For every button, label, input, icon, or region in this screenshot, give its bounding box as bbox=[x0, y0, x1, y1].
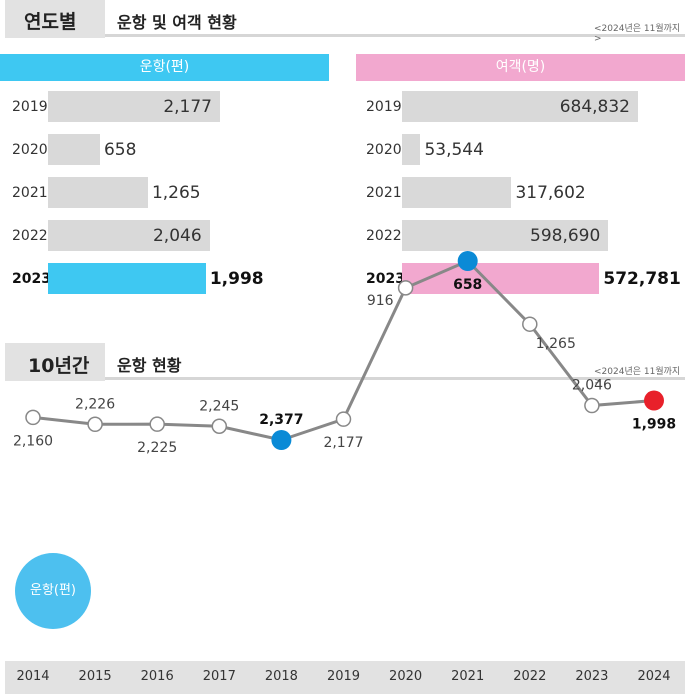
x-axis-tick-label: 2018 bbox=[264, 669, 298, 684]
bar-value-label: 598,690 bbox=[530, 226, 601, 246]
x-axis-tick-label: 2019 bbox=[326, 669, 361, 684]
bar bbox=[402, 91, 638, 122]
bar-year-label: 2021 bbox=[12, 185, 48, 201]
bar-value-label: 53,544 bbox=[424, 140, 484, 160]
line-point bbox=[25, 409, 41, 426]
bar bbox=[48, 220, 210, 251]
bar-value-label: 1,998 bbox=[209, 269, 264, 289]
line-point-label: 2,046 bbox=[572, 378, 612, 394]
passengers-panel-header: 여객(명) bbox=[356, 54, 685, 81]
bar bbox=[402, 177, 512, 208]
section2-subtitle: 운항 현황 bbox=[117, 356, 182, 375]
line-point bbox=[149, 416, 165, 432]
line-point bbox=[211, 418, 228, 435]
bar bbox=[48, 177, 148, 208]
x-axis-tick-label: 2014 bbox=[16, 669, 50, 684]
bar-year-label: 2020 bbox=[12, 142, 48, 158]
x-axis-tick-label: 2021 bbox=[451, 669, 485, 684]
section1-header-line bbox=[105, 34, 685, 37]
line-point-label: 2,177 bbox=[323, 435, 363, 451]
line-point-label: 2,377 bbox=[259, 412, 303, 428]
line-point-label: 658 bbox=[453, 277, 482, 293]
line-point-label: 1,998 bbox=[632, 417, 676, 433]
flights-panel-header: 운항(편) bbox=[0, 54, 329, 81]
line-point bbox=[397, 280, 414, 296]
x-axis-tick-label: 2015 bbox=[78, 669, 112, 684]
bar bbox=[48, 134, 100, 165]
bar-value-label: 2,046 bbox=[152, 226, 202, 246]
section1-subtitle: 운항 및 여객 현황 bbox=[117, 13, 237, 32]
flights-unit-badge: 운항(편) bbox=[15, 553, 91, 629]
line-point-label: 2,245 bbox=[199, 398, 239, 414]
bar-year-label: 2023 bbox=[366, 271, 405, 287]
line-point-label: 2,225 bbox=[137, 440, 177, 456]
bar-value-label: 1,265 bbox=[151, 183, 201, 203]
line-point-label: 916 bbox=[367, 293, 394, 309]
bar-year-label: 2022 bbox=[366, 228, 402, 244]
bar-year-label: 2019 bbox=[12, 99, 48, 115]
line-point-label: 2,226 bbox=[75, 396, 115, 412]
bar-value-label: 572,781 bbox=[603, 269, 681, 289]
line-point bbox=[644, 390, 664, 411]
section2-title: 10년간 bbox=[28, 355, 90, 377]
section2-header-box bbox=[5, 343, 105, 381]
bar bbox=[48, 263, 206, 294]
bar bbox=[402, 134, 421, 165]
bar-year-label: 2022 bbox=[12, 228, 48, 244]
section1-title: 연도별 bbox=[24, 11, 77, 33]
bar-year-label: 2021 bbox=[366, 185, 402, 201]
section1-header-box bbox=[5, 0, 105, 38]
line-point bbox=[271, 430, 292, 450]
x-axis-tick-label: 2016 bbox=[140, 669, 174, 684]
line-point bbox=[87, 416, 103, 433]
x-axis-tick-label: 2020 bbox=[389, 669, 423, 684]
section2-header-line bbox=[105, 377, 685, 380]
bar-value-label: 684,832 bbox=[559, 97, 630, 117]
line-point bbox=[522, 316, 538, 332]
x-axis-tick-label: 2017 bbox=[202, 669, 236, 684]
x-axis-tick-label: 2022 bbox=[513, 669, 547, 684]
line-point-label: 2,160 bbox=[13, 433, 53, 449]
line-point bbox=[457, 251, 478, 271]
bar-value-label: 317,602 bbox=[515, 183, 586, 203]
line-point-label: 1,265 bbox=[536, 336, 576, 352]
line-point bbox=[335, 411, 352, 427]
section1-note: <2024년은 11월까지> bbox=[594, 24, 681, 44]
bar bbox=[48, 91, 220, 122]
line-chart-x-axis-band bbox=[5, 661, 685, 694]
bar bbox=[402, 263, 600, 294]
bar-year-label: 2020 bbox=[366, 142, 402, 158]
bar-value-label: 658 bbox=[103, 140, 137, 160]
x-axis-tick-label: 2023 bbox=[575, 669, 609, 684]
x-axis-tick-label: 2024 bbox=[637, 669, 671, 684]
bar-year-label: 2019 bbox=[366, 99, 402, 115]
bar-year-label: 2023 bbox=[12, 271, 51, 287]
bar-value-label: 2,177 bbox=[163, 97, 212, 117]
section2-note: <2024년은 11월까지> bbox=[594, 367, 681, 387]
line-point bbox=[584, 397, 600, 414]
bar bbox=[402, 220, 609, 251]
